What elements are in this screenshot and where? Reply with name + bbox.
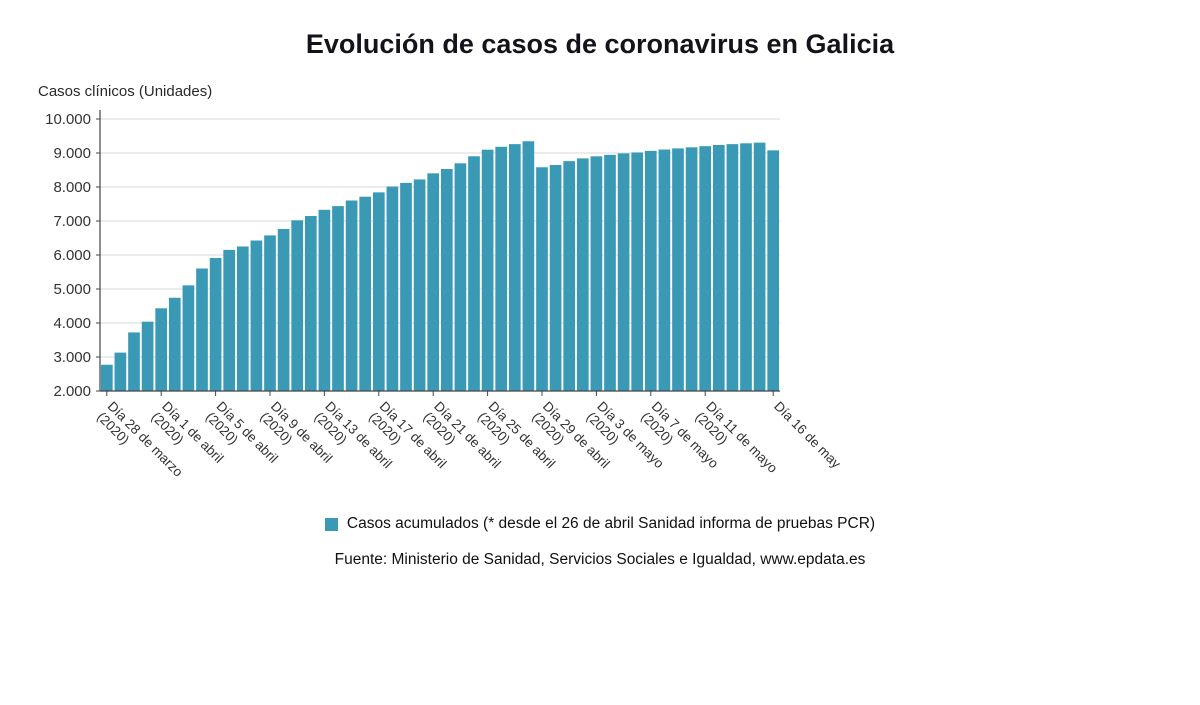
bar <box>495 146 508 391</box>
svg-text:Día 16 de may: Día 16 de may <box>771 399 844 472</box>
bar <box>699 146 712 391</box>
x-axis-labels: Día 28 de marzo(2020) Día 1 de abril(2020… <box>94 399 844 487</box>
bar <box>617 153 630 391</box>
bar <box>563 161 576 391</box>
bar <box>318 209 331 391</box>
bar <box>454 163 467 391</box>
bar <box>427 173 440 391</box>
bar <box>536 167 548 391</box>
bar <box>522 141 535 391</box>
svg-text:8.000: 8.000 <box>53 179 91 196</box>
bar <box>372 192 385 391</box>
svg-text:2.000: 2.000 <box>53 383 91 400</box>
bar <box>277 229 290 391</box>
bar <box>658 149 671 391</box>
bar <box>114 352 127 391</box>
bar <box>359 196 372 391</box>
axes <box>96 110 780 396</box>
bar <box>413 179 426 391</box>
bar <box>481 149 494 391</box>
svg-text:3.000: 3.000 <box>53 349 91 366</box>
svg-text:5.000: 5.000 <box>53 281 91 298</box>
bar <box>386 186 399 391</box>
bar <box>508 144 521 391</box>
bar <box>576 158 589 391</box>
bar <box>685 147 698 391</box>
y-axis-labels: 2.000 3.000 4.000 5.000 6.000 7.000 8.000 9.000… <box>45 111 91 400</box>
legend: Casos acumulados (* desde el 26 de abril… <box>0 515 1200 533</box>
bar <box>209 258 222 391</box>
bars <box>100 141 780 391</box>
svg-text:9.000: 9.000 <box>53 145 91 162</box>
bar <box>264 235 276 391</box>
svg-text:Día 11 de mayo(2020): Día 11 de mayo(2020) <box>692 399 780 487</box>
bar <box>155 308 168 391</box>
bar <box>168 297 181 391</box>
legend-swatch <box>324 517 338 531</box>
y-axis-title: Casos clínicos (Unidades) <box>38 83 213 100</box>
bar <box>644 150 657 391</box>
svg-text:7.000: 7.000 <box>53 213 91 230</box>
bar <box>141 321 154 391</box>
svg-text:10.000: 10.000 <box>45 111 91 128</box>
svg-text:6.000: 6.000 <box>53 247 91 264</box>
bar <box>753 142 766 391</box>
source-text: Fuente: Ministerio de Sanidad, Servicios… <box>334 551 866 568</box>
bar <box>740 143 752 391</box>
legend-label: Casos acumulados (* desde el 26 de abril… <box>346 515 876 532</box>
bar <box>631 152 644 391</box>
bar <box>128 332 140 391</box>
bar <box>400 182 412 391</box>
bar <box>304 216 317 391</box>
bar <box>767 150 780 391</box>
bar <box>332 206 344 391</box>
bar <box>223 249 236 391</box>
bar <box>604 154 616 391</box>
bar <box>672 148 684 391</box>
bar <box>726 144 739 391</box>
bar <box>250 240 263 391</box>
bar <box>712 145 725 391</box>
bar <box>549 165 562 391</box>
bar <box>345 200 358 391</box>
bar <box>236 246 249 391</box>
bar <box>291 220 304 391</box>
bar <box>440 168 453 391</box>
bar <box>590 156 603 391</box>
bar <box>196 268 208 391</box>
svg-text:4.000: 4.000 <box>53 315 91 332</box>
bar <box>182 285 195 391</box>
bar <box>100 364 113 391</box>
bar <box>468 156 480 391</box>
chart-title: Evolución de casos de coronavirus en Gal… <box>305 29 895 59</box>
